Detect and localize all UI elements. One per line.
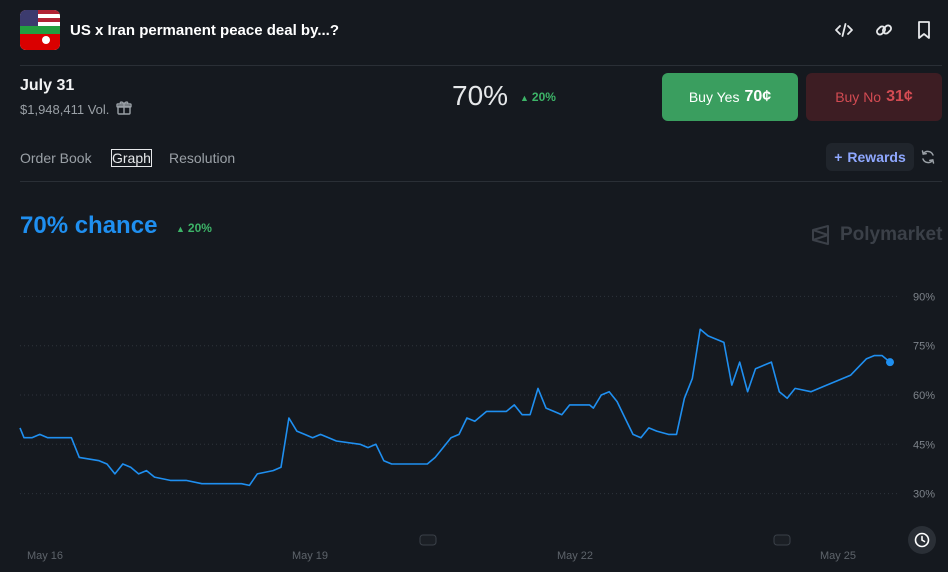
price-endpoint <box>886 358 894 367</box>
tab-order-book[interactable]: Order Book <box>20 150 92 166</box>
link-icon[interactable] <box>874 20 894 40</box>
gift-icon[interactable] <box>116 100 132 116</box>
polymarket-logo-icon <box>812 225 829 245</box>
market-flag-icon <box>20 10 60 50</box>
up-triangle-icon: ▲ <box>176 224 185 234</box>
price-line <box>19 328 891 487</box>
tab-resolution[interactable]: Resolution <box>169 150 236 166</box>
chance-change-value: 20% <box>187 221 212 235</box>
y-tick-label: 30% <box>913 489 935 501</box>
y-tick-label: 60% <box>913 390 935 402</box>
x-tick-label: May 16 <box>27 550 63 562</box>
x-tick-label: May 25 <box>820 550 856 562</box>
rewards-button[interactable]: + Rewards <box>826 143 914 171</box>
market-date: July 31 <box>20 77 75 94</box>
y-tick-label: 45% <box>913 439 935 451</box>
tab-graph[interactable]: Graph <box>111 149 152 167</box>
watermark-text: Polymarket <box>840 224 943 245</box>
buy-no-price: 31¢ <box>886 88 913 105</box>
embed-icon[interactable] <box>834 20 854 40</box>
plus-icon: + <box>834 149 843 165</box>
header-divider <box>20 65 942 66</box>
up-triangle-icon: ▲ <box>520 93 529 103</box>
buy-yes-button[interactable]: Buy Yes 70¢ <box>662 73 798 121</box>
market-volume: $1,948,411 Vol. <box>20 102 110 117</box>
refresh-icon[interactable] <box>920 149 936 165</box>
x-tick-label: May 19 <box>292 550 328 562</box>
market-title: US x Iran permanent peace deal by...? <box>70 22 339 39</box>
buy-no-button[interactable]: Buy No 31¢ <box>806 73 942 121</box>
chance-label: 70% chance <box>20 212 158 239</box>
buy-yes-price: 70¢ <box>744 88 772 105</box>
buy-no-label: Buy No <box>835 89 882 105</box>
bookmark-icon[interactable] <box>914 20 934 40</box>
y-tick-label: 90% <box>913 291 935 303</box>
rewards-label: Rewards <box>847 149 906 165</box>
range-handle <box>419 534 437 546</box>
chance-change: ▲ 20% <box>176 221 212 235</box>
clock-icon <box>914 532 930 548</box>
probability-change-value: 20% <box>531 90 556 104</box>
current-probability: 70% <box>452 80 509 111</box>
range-handle <box>773 534 791 546</box>
time-range-button[interactable] <box>908 526 936 554</box>
buy-yes-label: Buy Yes <box>688 89 740 105</box>
y-tick-label: 75% <box>913 341 935 353</box>
probability-change: ▲ 20% <box>520 90 556 104</box>
price-chart[interactable]: 90% 75% 60% 45% 30% May 16 May 19 May 22 May 25 <box>0 270 948 572</box>
x-tick-label: May 22 <box>557 550 593 562</box>
tabs-divider <box>20 181 942 182</box>
polymarket-watermark: Polymarket <box>810 224 942 246</box>
